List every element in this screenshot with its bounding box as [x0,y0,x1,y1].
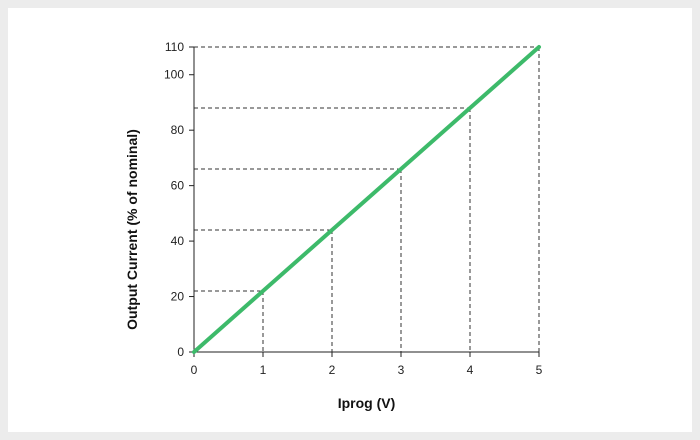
y-tick-label: 80 [171,123,185,137]
y-ticks: 0 20 40 60 80 100 110 [164,40,194,359]
series-group [192,45,541,354]
y-tick-label: 60 [171,179,185,193]
y-tick-label: 100 [164,68,184,82]
x-tick-label: 0 [191,363,198,377]
x-tick-label: 1 [260,363,267,377]
x-axis-label: Iprog (V) [338,395,396,411]
x-tick-label: 3 [398,363,405,377]
chart-card [8,8,692,432]
y-tick-label: 40 [171,234,185,248]
reference-lines [194,46,540,352]
x-ticks: 0 1 2 3 4 5 [191,352,543,377]
y-axis-label: Output Current (% of nominal) [124,129,140,330]
series-line-0 [192,45,541,354]
y-tick-label: 0 [177,345,184,359]
y-tick-label: 110 [165,40,184,54]
x-tick-label: 5 [536,363,543,377]
x-tick-label: 4 [467,363,474,377]
y-tick-label: 20 [171,290,185,304]
x-tick-label: 2 [329,363,336,377]
